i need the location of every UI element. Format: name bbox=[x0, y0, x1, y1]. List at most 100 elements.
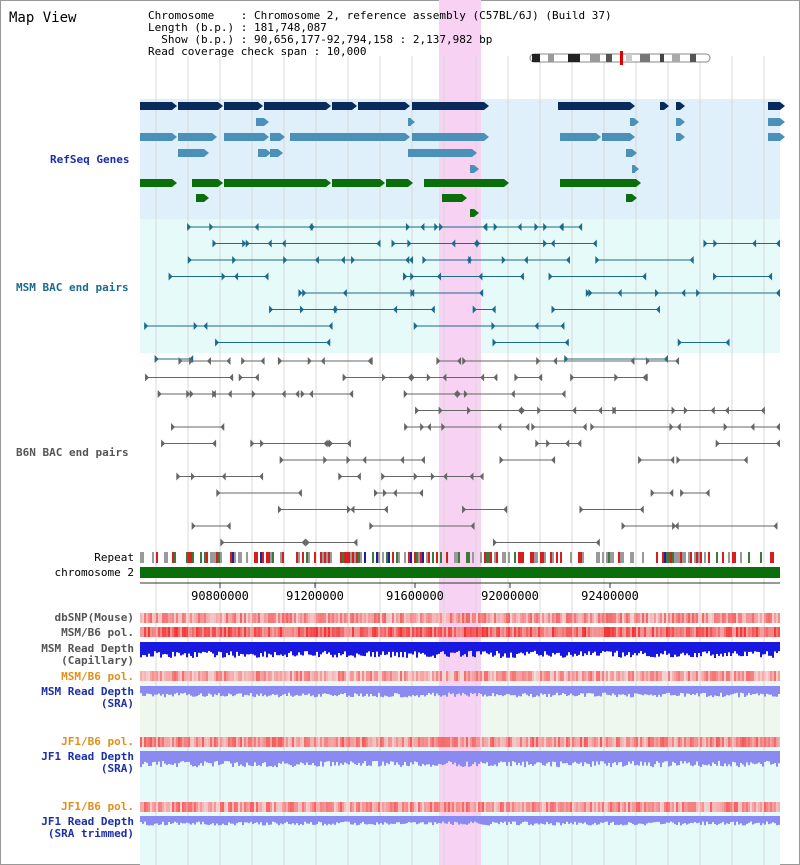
bac-end-marker bbox=[374, 489, 379, 497]
heat-cell bbox=[416, 613, 418, 623]
heat-cell bbox=[182, 737, 184, 747]
heat-cell bbox=[662, 802, 664, 812]
depth-bar bbox=[694, 642, 696, 654]
depth-bar bbox=[240, 642, 242, 654]
gene-arrow bbox=[474, 165, 479, 173]
depth-bar bbox=[728, 751, 730, 765]
depth-bar bbox=[260, 816, 262, 823]
depth-bar bbox=[690, 642, 692, 657]
track-label-msm-depth-sra: MSM Read Depth (SRA) bbox=[41, 685, 134, 710]
depth-bar bbox=[754, 686, 756, 695]
heat-cell bbox=[278, 737, 280, 747]
depth-bar bbox=[740, 686, 742, 693]
heat-cell bbox=[248, 737, 250, 747]
depth-bar bbox=[574, 751, 576, 762]
depth-bar bbox=[742, 642, 744, 657]
depth-bar bbox=[768, 642, 770, 656]
heat-cell bbox=[480, 613, 482, 623]
depth-bar bbox=[442, 816, 444, 822]
heat-cell bbox=[494, 671, 496, 681]
depth-bar bbox=[340, 642, 342, 656]
heat-cell bbox=[774, 802, 776, 812]
bac-end-marker bbox=[669, 489, 674, 497]
repeat-segment bbox=[732, 552, 734, 563]
repeat-segment bbox=[466, 552, 468, 563]
track-label-refseq[interactable]: RefSeq Genes bbox=[50, 153, 130, 166]
heat-cell bbox=[418, 613, 420, 623]
heat-cell bbox=[266, 627, 268, 637]
depth-bar bbox=[470, 751, 472, 766]
depth-bar bbox=[544, 751, 546, 766]
depth-bar bbox=[602, 751, 604, 762]
depth-bar bbox=[222, 686, 224, 696]
depth-bar bbox=[468, 642, 470, 652]
heat-cell bbox=[654, 802, 656, 812]
depth-bar bbox=[174, 642, 176, 657]
depth-bar bbox=[768, 751, 770, 762]
depth-bar bbox=[776, 686, 778, 697]
heat-cell bbox=[468, 802, 470, 812]
depth-bar bbox=[774, 751, 776, 764]
bac-end-marker bbox=[643, 373, 648, 382]
gene-arrow bbox=[632, 149, 637, 157]
heat-cell bbox=[194, 627, 196, 637]
depth-bar bbox=[346, 642, 348, 658]
heat-cell bbox=[472, 802, 474, 812]
gene-exon bbox=[442, 194, 462, 202]
depth-bar bbox=[238, 816, 240, 823]
depth-bar bbox=[594, 642, 596, 652]
heat-cell bbox=[296, 627, 298, 637]
depth-bar bbox=[416, 751, 418, 763]
heat-cell bbox=[296, 802, 298, 812]
depth-bar bbox=[506, 816, 508, 826]
repeat-segment bbox=[656, 552, 658, 563]
heat-cell bbox=[156, 613, 158, 623]
heat-cell bbox=[616, 802, 618, 812]
heat-cell bbox=[330, 627, 332, 637]
depth-bar bbox=[436, 816, 438, 824]
heat-cell bbox=[446, 671, 448, 681]
depth-bar bbox=[776, 642, 778, 654]
heat-cell bbox=[746, 627, 748, 637]
heat-cell bbox=[690, 737, 692, 747]
heat-cell bbox=[288, 613, 290, 623]
heat-cell bbox=[594, 802, 596, 812]
repeat-segment bbox=[760, 552, 762, 563]
heat-cell bbox=[272, 671, 274, 681]
heat-cell bbox=[362, 627, 364, 637]
heat-cell bbox=[548, 613, 550, 623]
gene-exon bbox=[264, 102, 326, 110]
heat-cell bbox=[262, 802, 264, 812]
depth-bar bbox=[766, 642, 768, 652]
heat-cell bbox=[340, 671, 342, 681]
heat-cell bbox=[292, 613, 294, 623]
heat-cell bbox=[456, 671, 458, 681]
depth-bar bbox=[510, 642, 512, 653]
heat-cell bbox=[250, 671, 252, 681]
heat-cell bbox=[554, 627, 556, 637]
depth-bar bbox=[218, 686, 220, 694]
depth-bar bbox=[776, 816, 778, 826]
heat-cell bbox=[202, 737, 204, 747]
heat-cell bbox=[680, 613, 682, 623]
track-label-msm-bac[interactable]: MSM BAC end pairs bbox=[16, 281, 129, 294]
heat-cell bbox=[626, 613, 628, 623]
heat-cell bbox=[532, 737, 534, 747]
heat-cell bbox=[658, 802, 660, 812]
heat-cell bbox=[778, 671, 780, 681]
bac-end-marker bbox=[300, 305, 305, 314]
depth-bar bbox=[288, 642, 290, 653]
depth-bar bbox=[496, 642, 498, 651]
heat-cell bbox=[660, 627, 662, 637]
depth-bar bbox=[562, 816, 564, 824]
depth-bar bbox=[612, 686, 614, 694]
heat-cell bbox=[338, 737, 340, 747]
heat-cell bbox=[462, 737, 464, 747]
depth-bar bbox=[534, 816, 536, 824]
track-label-b6n-bac[interactable]: B6N BAC end pairs bbox=[16, 446, 129, 459]
depth-bar bbox=[172, 642, 174, 652]
heat-cell bbox=[650, 671, 652, 681]
heat-cell bbox=[548, 802, 550, 812]
heat-cell bbox=[418, 627, 420, 637]
